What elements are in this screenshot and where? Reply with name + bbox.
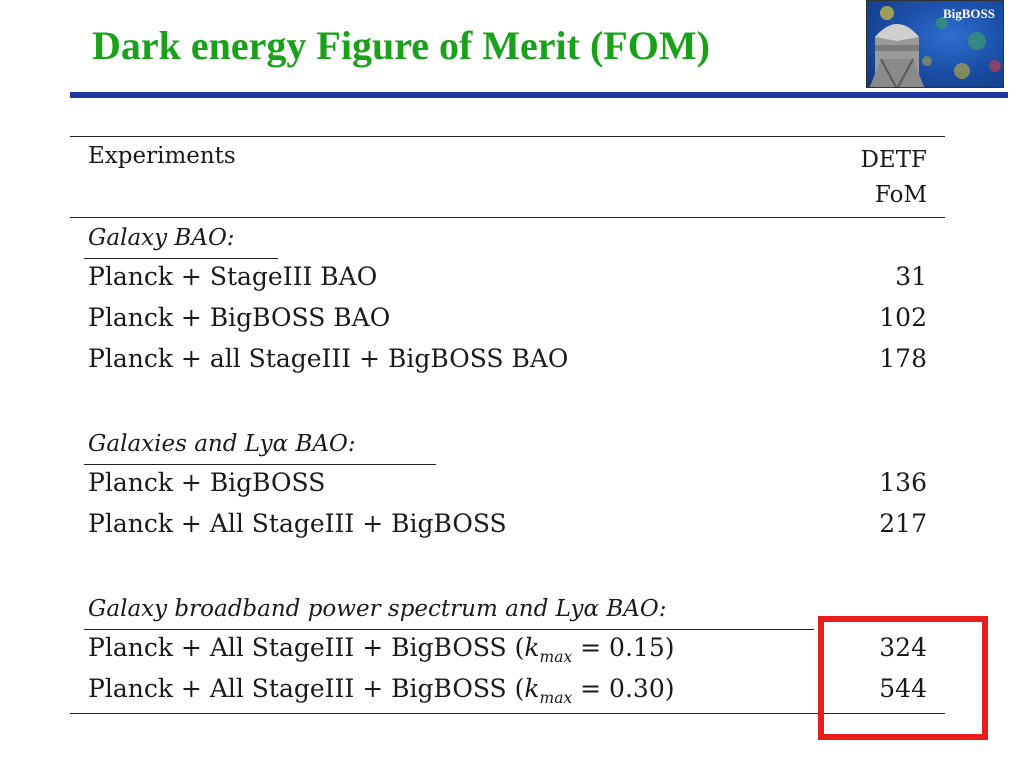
header-fom: FoM: [874, 182, 927, 208]
header-experiments: Experiments: [88, 143, 236, 169]
title-underline: [70, 92, 1008, 98]
section-heading: Galaxies and Lyα BAO:: [70, 424, 945, 466]
row-label: Planck + All StageIII + BigBOSS (kmax = …: [88, 633, 675, 666]
row-value: 544: [879, 674, 927, 703]
table-row: Planck + BigBOSS BAO 102: [70, 301, 945, 342]
table-row: Planck + all StageIII + BigBOSS BAO 178: [70, 342, 945, 383]
row-label: Planck + BigBOSS: [88, 468, 326, 497]
table-row: Planck + StageIII BAO 31: [70, 260, 945, 301]
row-label: Planck + StageIII BAO: [88, 262, 378, 291]
section-spacer: [70, 383, 945, 424]
table-header: Experiments DETF FoM: [70, 137, 945, 218]
row-label: Planck + All StageIII + BigBOSS (kmax = …: [88, 674, 675, 707]
table-row: Planck + All StageIII + BigBOSS 217: [70, 507, 945, 548]
section-underline: [84, 464, 436, 465]
slide-title: Dark energy Figure of Merit (FOM): [92, 23, 710, 68]
section-underline: [84, 629, 814, 630]
row-value: 102: [879, 303, 927, 332]
section-heading: Galaxy BAO:: [70, 218, 945, 260]
fom-table: Experiments DETF FoM Galaxy BAO: Planck …: [70, 136, 945, 714]
row-label: Planck + all StageIII + BigBOSS BAO: [88, 344, 569, 373]
header-detf: DETF: [860, 147, 927, 173]
section-title: Galaxy broadband power spectrum and Lyα …: [88, 596, 667, 622]
highlight-box: [818, 616, 988, 740]
section-title: Galaxies and Lyα BAO:: [88, 431, 356, 457]
row-value: 136: [879, 468, 927, 497]
bigboss-logo: BigBOSS: [866, 0, 1004, 88]
row-label: Planck + All StageIII + BigBOSS: [88, 509, 507, 538]
row-value: 324: [879, 633, 927, 662]
row-value: 31: [895, 262, 927, 291]
row-value: 178: [879, 344, 927, 373]
section-title: Galaxy BAO:: [88, 225, 235, 251]
section-heading: Galaxy broadband power spectrum and Lyα …: [70, 589, 945, 631]
row-value: 217: [879, 509, 927, 538]
table-row: Planck + BigBOSS 136: [70, 466, 945, 507]
logo-image: [867, 1, 1003, 87]
table-row: Planck + All StageIII + BigBOSS (kmax = …: [70, 672, 945, 713]
section-spacer: [70, 548, 945, 589]
header-detf-fom: DETF FoM: [860, 143, 927, 213]
section-underline: [84, 258, 278, 259]
row-label: Planck + BigBOSS BAO: [88, 303, 391, 332]
logo-label: BigBOSS: [942, 6, 995, 21]
table-row: Planck + All StageIII + BigBOSS (kmax = …: [70, 631, 945, 672]
